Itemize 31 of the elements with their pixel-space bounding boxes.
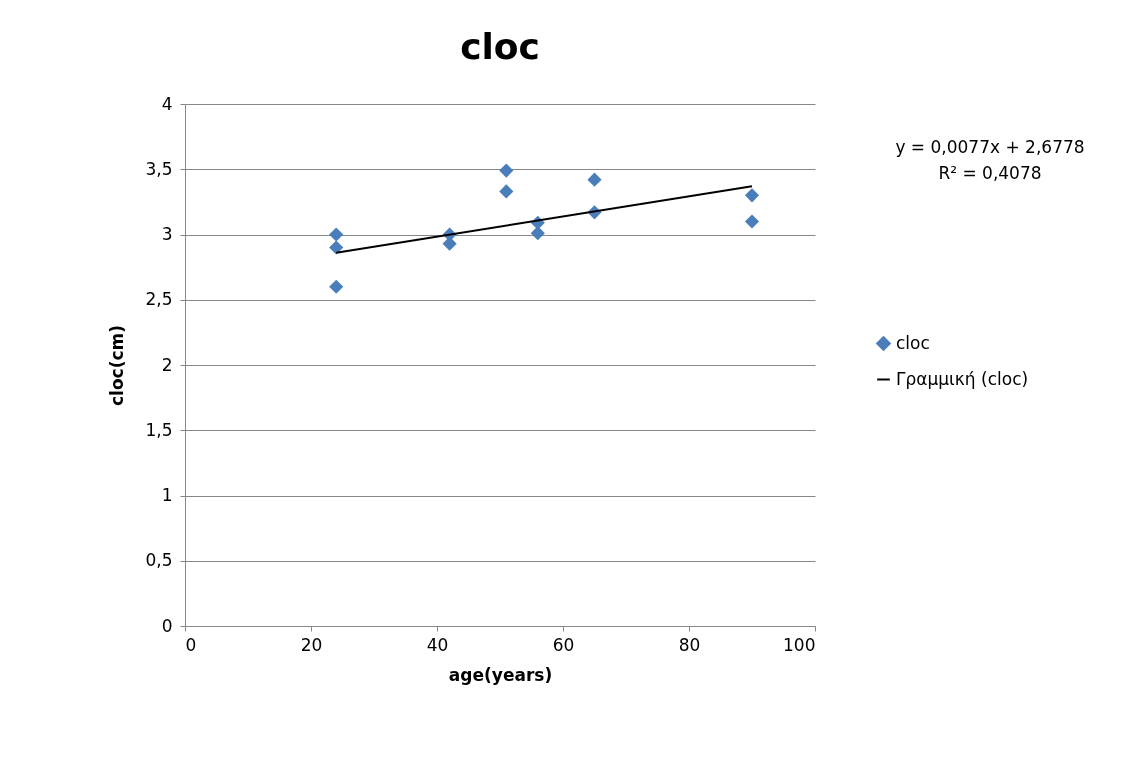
point [499, 184, 514, 199]
x-tick-label: 20 [300, 634, 323, 655]
legend-label: Γραμμική (cloc) [896, 368, 1029, 389]
x-tick-label: 80 [678, 634, 701, 655]
point [744, 214, 760, 229]
y-tick-label: 1,5 [145, 419, 173, 440]
y-tick-label: 2 [161, 354, 173, 375]
x-tick-label: 40 [426, 634, 449, 655]
chart-title: cloc [460, 26, 540, 67]
point [530, 226, 545, 241]
legend-label: cloc [896, 332, 930, 353]
y-tick-label: 1 [161, 485, 173, 505]
y-tick-label: 0 [161, 615, 173, 636]
y-tick-label: 0,5 [145, 550, 173, 571]
y-tick-label: 3,5 [145, 158, 173, 179]
point [499, 163, 514, 178]
x-axis-title: age(years) [448, 664, 553, 685]
y-tick-label: 3 [161, 224, 173, 244]
y-tick-label: 4 [161, 93, 173, 114]
x-tick-label: 100 [783, 634, 816, 655]
point [587, 172, 602, 187]
point [744, 188, 760, 203]
point [329, 279, 344, 294]
point [329, 227, 344, 242]
text: y = 0,0077x + 2,6778 [894, 136, 1086, 159]
y-tick-label: 2,5 [145, 289, 173, 310]
y-axis-title: cloc(cm) [107, 325, 128, 406]
text: R² = 0,4078 [937, 162, 1043, 185]
point [329, 240, 344, 255]
x-tick-label: 0 [185, 634, 197, 655]
x-tick-label: 60 [552, 634, 575, 655]
